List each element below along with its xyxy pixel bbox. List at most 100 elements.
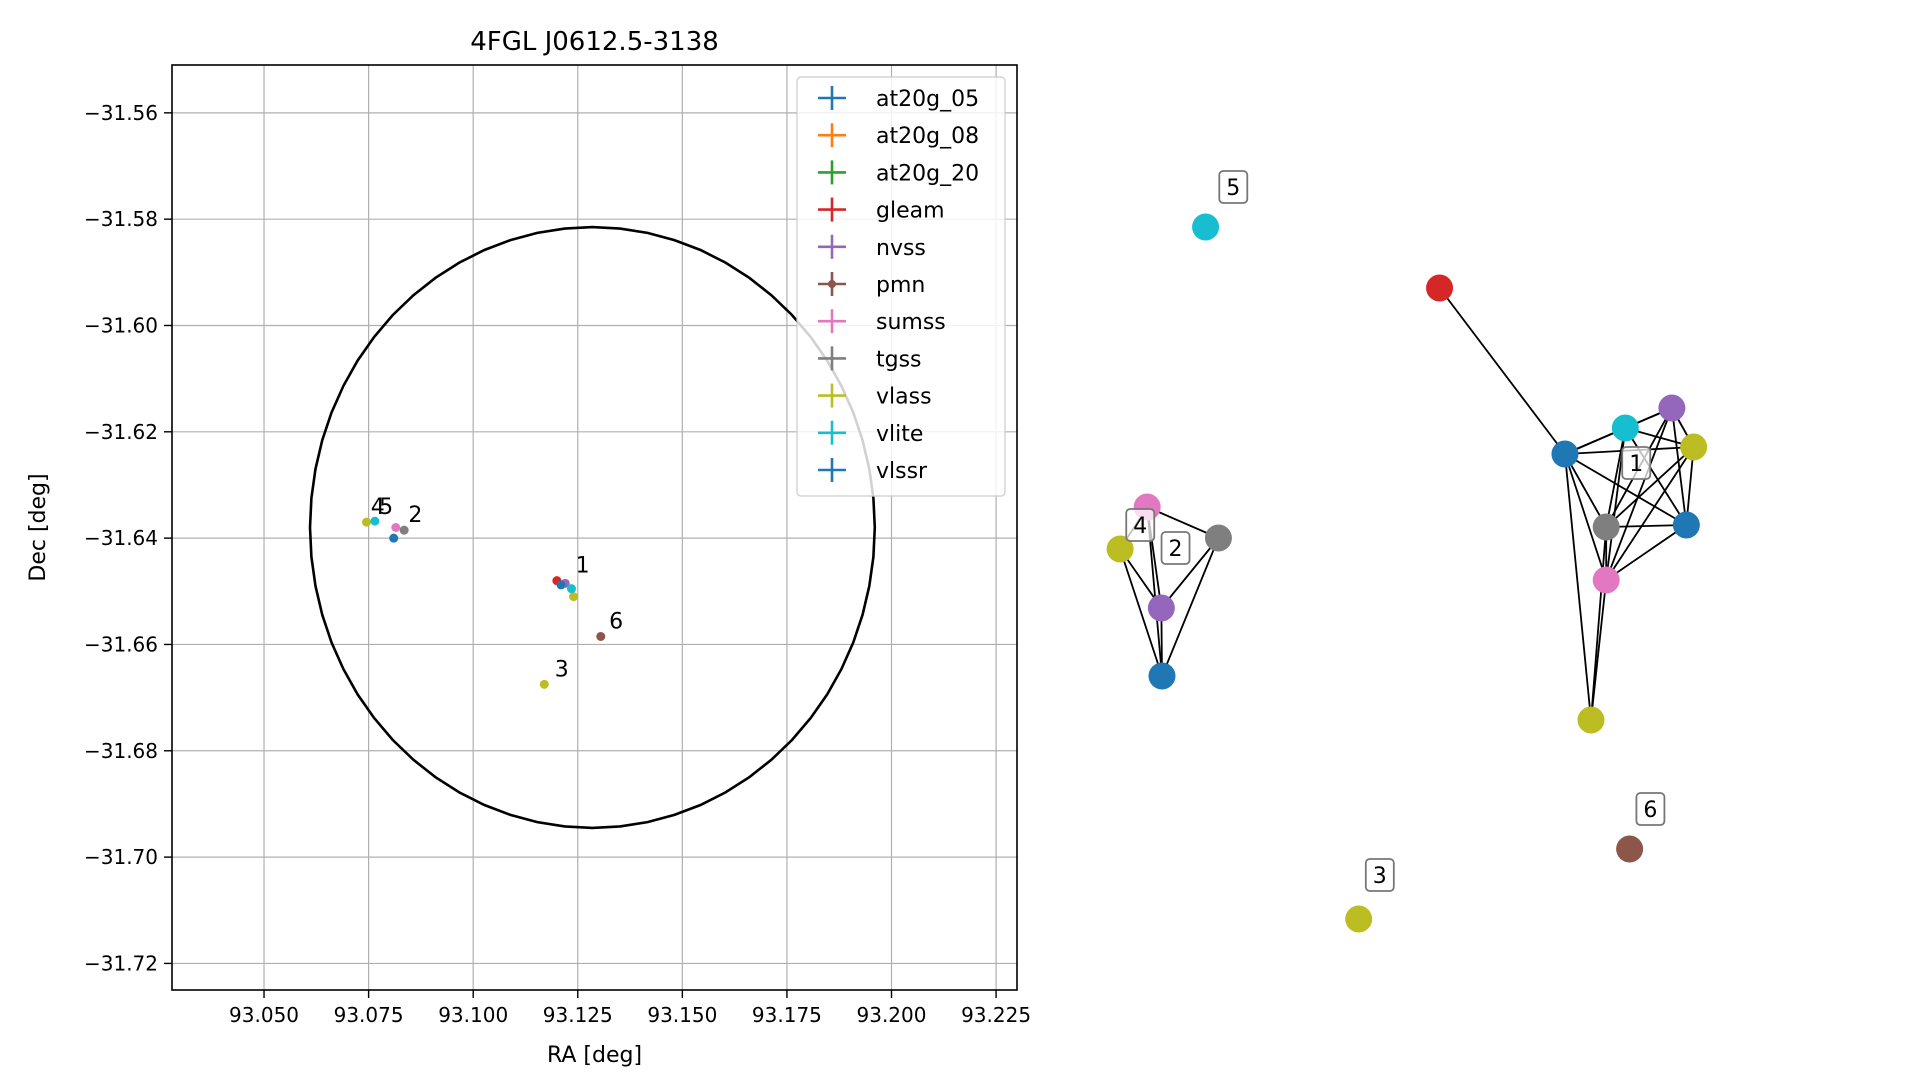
network-edge <box>1605 446 1695 528</box>
plot-frame <box>171 64 1018 991</box>
x-ticks: 93.050 93.075 93.100 93.125 93.150 93.175 93.2… <box>229 990 1031 1027</box>
network-label: 2 <box>1169 537 1183 562</box>
network-panel: 1 2 3 4 5 6 <box>1106 170 1708 933</box>
x-tick-label: 93.175 <box>752 1003 822 1027</box>
legend-label: pmn <box>876 273 925 298</box>
point-pmn <box>596 631 606 641</box>
legend-label: vlite <box>876 422 923 447</box>
point-vlass <box>569 592 579 602</box>
network-node <box>1616 835 1644 863</box>
network-node <box>1147 594 1175 622</box>
y-tick-label: −31.70 <box>84 845 158 869</box>
x-tick-label: 93.050 <box>229 1003 299 1027</box>
network-label: 6 <box>1643 798 1657 823</box>
point-annotation: 1 <box>576 554 590 579</box>
point-tgss <box>399 525 409 535</box>
legend-marker-dot <box>828 280 836 288</box>
network-edge <box>1564 453 1608 581</box>
network-edge <box>1160 537 1220 609</box>
network-node <box>1204 524 1232 552</box>
legend-box <box>796 76 1006 497</box>
network-node <box>1106 535 1134 563</box>
y-tick-label: −31.72 <box>84 951 158 975</box>
y-tick-label: −31.68 <box>84 739 158 763</box>
grid-lines <box>172 65 1017 990</box>
network-label: 1 <box>1629 452 1643 477</box>
legend-label: vlssr <box>876 459 928 484</box>
point-vlssr <box>556 580 566 590</box>
localization-circle <box>308 225 877 830</box>
point-annotations: 1 2 3 45 6 <box>371 495 623 682</box>
point-annotation: 6 <box>609 610 623 635</box>
network-edge <box>1564 453 1687 526</box>
point-annotation: 3 <box>555 657 569 682</box>
point-annotation: 4 <box>371 495 385 520</box>
network-label-box <box>1364 858 1395 892</box>
network-node <box>1577 706 1605 734</box>
y-tick-label: −31.60 <box>84 313 158 337</box>
legend-label: at20g_20 <box>876 161 979 186</box>
network-label-box <box>1218 170 1249 204</box>
point-vlass <box>362 517 372 527</box>
x-tick-label: 93.125 <box>543 1003 613 1027</box>
x-tick-label: 93.075 <box>334 1003 404 1027</box>
legend-label: gleam <box>876 199 945 224</box>
network-labels: 1 2 3 4 5 6 <box>1125 170 1666 892</box>
point-vlass <box>539 679 549 689</box>
network-nodes <box>1106 213 1708 933</box>
network-edge <box>1564 453 1607 528</box>
point-annotation: 5 <box>379 495 393 520</box>
point-vlite <box>370 516 380 526</box>
legend-label: at20g_08 <box>876 124 979 149</box>
y-tick-label: −31.66 <box>84 632 158 656</box>
network-edge <box>1605 524 1687 581</box>
point-vlssr <box>389 533 399 543</box>
legend-label: sumss <box>876 310 946 335</box>
point-annotation: 2 <box>408 503 422 528</box>
y-ticks: −31.56 −31.58 −31.60 −31.62 −31.64 −31.66 −31.… <box>84 101 172 975</box>
network-node <box>1192 213 1220 241</box>
y-tick-label: −31.56 <box>84 101 158 125</box>
legend-label: vlass <box>876 385 932 410</box>
network-node <box>1345 905 1373 933</box>
network-label: 5 <box>1226 176 1240 201</box>
y-tick-label: −31.58 <box>84 207 158 231</box>
network-label: 3 <box>1373 864 1387 889</box>
network-node <box>1551 440 1579 468</box>
x-tick-label: 93.225 <box>961 1003 1031 1027</box>
network-edge <box>1605 407 1673 581</box>
circle-outline <box>308 225 877 830</box>
network-label: 4 <box>1133 514 1147 539</box>
x-tick-label: 93.200 <box>857 1003 927 1027</box>
y-axis-label: Dec [deg] <box>26 473 51 581</box>
network-node <box>1592 513 1620 541</box>
data-points <box>362 516 606 689</box>
legend-label: at20g_05 <box>876 87 979 112</box>
network-edge <box>1605 446 1695 581</box>
network-node <box>1672 511 1700 539</box>
point-sumss <box>391 523 401 532</box>
y-tick-label: −31.62 <box>84 420 158 444</box>
network-edge <box>1590 579 1608 721</box>
network-node <box>1426 274 1454 302</box>
network-node <box>1658 394 1686 422</box>
network-edge <box>1605 427 1627 528</box>
x-axis-label: RA [deg] <box>547 1043 642 1068</box>
x-tick-label: 93.150 <box>647 1003 717 1027</box>
network-node <box>1148 662 1176 690</box>
network-edge <box>1590 526 1608 721</box>
network-label-box <box>1621 446 1652 480</box>
chart-title: 4FGL J0612.5-3138 <box>470 27 719 57</box>
network-edge <box>1670 407 1688 526</box>
network-edge <box>1161 537 1220 677</box>
x-tick-label: 93.100 <box>438 1003 508 1027</box>
legend-label: tgss <box>876 347 922 372</box>
point-vlite <box>566 584 576 594</box>
network-node <box>1592 566 1620 594</box>
network-edge <box>1119 548 1163 677</box>
network-label-box <box>1125 508 1156 542</box>
legend-label: nvss <box>876 236 926 261</box>
